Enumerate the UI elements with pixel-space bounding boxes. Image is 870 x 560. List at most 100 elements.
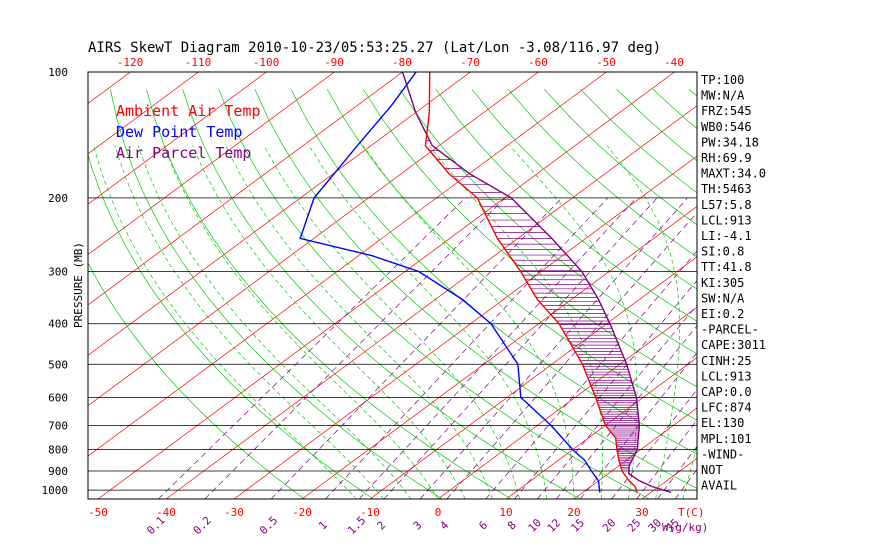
mixing-ratio-tick-label: 8 (505, 519, 519, 533)
mixing-ratio-line (657, 445, 697, 499)
moist-adiabat-line (428, 145, 603, 499)
index-label: WB0:546 (701, 120, 752, 134)
top-temp-tick-label: -90 (324, 56, 344, 69)
index-label: RH:69.9 (701, 151, 752, 165)
dry-adiabat-line (146, 89, 512, 499)
y-axis-label: PRESSURE (MB) (72, 242, 85, 328)
isotherm-line (301, 205, 697, 499)
mixing-ratio-tick-label: 10 (526, 516, 545, 535)
top-temp-tick-label: -120 (117, 56, 144, 69)
isotherm-lines (88, 72, 870, 499)
mixing-ratio-line (579, 352, 697, 499)
isotherm-line (437, 306, 697, 499)
isotherm-line (88, 72, 267, 205)
isotherm-line (233, 155, 697, 499)
dry-adiabat-line (109, 89, 443, 499)
index-label: SW:N/A (701, 291, 745, 305)
mixing-ratio-line (556, 325, 697, 499)
mixing-ratio-unit: W(g/kg) (662, 521, 708, 534)
isotherm-line (88, 72, 471, 356)
index-label: -WIND- (701, 447, 744, 461)
top-temp-tick-label: -50 (596, 56, 616, 69)
bottom-temp-tick-label: -30 (224, 506, 244, 519)
index-label: -PARCEL- (701, 323, 759, 337)
series-air-parcel-temp (401, 72, 672, 494)
index-label: MPL:101 (701, 432, 752, 446)
pressure-tick-label: 1000 (42, 484, 69, 497)
bottom-temp-tick-label: 30 (635, 506, 648, 519)
top-temp-tick-label: -40 (664, 56, 684, 69)
dry-adiabat-line (88, 153, 374, 499)
mixing-ratio-tick-label: 2 (374, 519, 388, 533)
dry-adiabat-line (471, 89, 697, 290)
isotherm-line (88, 72, 403, 306)
top-temp-tick-labels: -120 -110 -100 -90 -80 -70 -60 -50 -40 (117, 56, 684, 69)
index-label: TP:100 (701, 73, 744, 87)
index-label: LCL:913 (701, 369, 752, 383)
dry-adiabat-line (290, 89, 697, 455)
bottom-temp-tick-label: 0 (435, 506, 442, 519)
mixing-ratio-line (204, 197, 506, 499)
index-label: KI:305 (701, 276, 744, 290)
bottom-temp-tick-label: -20 (292, 506, 312, 519)
top-temp-tick-label: -70 (460, 56, 480, 69)
isotherm-line (88, 72, 539, 407)
mixing-ratio-line (325, 197, 609, 499)
chart-title: AIRS SkewT Diagram 2010-10-23/05:53:25.2… (88, 40, 661, 56)
isotherm-line (97, 72, 675, 499)
index-label: NOT (701, 463, 723, 477)
index-label: TH:5463 (701, 182, 752, 196)
index-label: PW:34.18 (701, 135, 759, 149)
pressure-tick-label: 700 (48, 419, 68, 432)
index-label: LFC:874 (701, 401, 752, 415)
dry-adiabat-line (798, 89, 870, 499)
isotherm-line (165, 105, 697, 499)
index-label: EL:130 (701, 416, 744, 430)
pressure-tick-label: 300 (48, 266, 68, 279)
series-dew-point-temp (299, 72, 601, 493)
isotherm-line (88, 72, 199, 155)
mixing-ratio-line (611, 388, 697, 499)
pressure-tick-label: 600 (48, 391, 68, 404)
dry-adiabat-line (834, 89, 870, 499)
mixing-ratio-tick-label: 1 (316, 519, 330, 533)
mixing-ratio-line (358, 197, 637, 499)
moist-adiabat-line (114, 145, 384, 499)
pressure-tick-label: 400 (48, 318, 68, 331)
index-label: SI:0.8 (701, 245, 744, 259)
isotherm-line (88, 72, 607, 457)
isotherm-line (505, 357, 697, 499)
legend-ambient: Ambient Air Temp (116, 102, 261, 120)
mixing-ratio-line (485, 250, 697, 499)
index-label: MW:N/A (701, 89, 745, 103)
dry-adiabat-lines (88, 89, 870, 499)
bottom-temp-tick-label: -40 (156, 506, 176, 519)
legend-parcel: Air Parcel Temp (116, 144, 251, 162)
pressure-tick-label: 200 (48, 192, 68, 205)
mixing-ratio-line (537, 304, 697, 499)
dry-adiabat-line (761, 89, 870, 499)
index-label: MAXT:34.0 (701, 167, 766, 181)
mixing-ratio-line (270, 197, 563, 499)
index-label: FRZ:545 (701, 104, 752, 118)
mixing-ratio-line (446, 211, 697, 499)
index-label: CAP:0.0 (701, 385, 752, 399)
bottom-temp-tick-label: -50 (88, 506, 108, 519)
index-label: TT:41.8 (701, 260, 752, 274)
dry-adiabat-line (218, 89, 650, 499)
mixing-ratio-tick-label: 3 (411, 519, 425, 533)
mixing-ratio-tick-label: 15 (568, 516, 587, 535)
mixing-ratio-line (419, 197, 688, 499)
bottom-temp-tick-label: -10 (360, 506, 380, 519)
dry-adiabat-line (363, 89, 697, 388)
top-temp-tick-label: -100 (253, 56, 280, 69)
isotherm-line (88, 72, 131, 104)
mixing-ratio-tick-label: 0.2 (191, 514, 214, 537)
mixing-ratio-line (514, 280, 697, 499)
isobar-lines (88, 72, 697, 491)
isotherm-line (778, 72, 870, 499)
moist-adiabat-line (163, 145, 439, 499)
dry-adiabat-line (326, 89, 697, 421)
